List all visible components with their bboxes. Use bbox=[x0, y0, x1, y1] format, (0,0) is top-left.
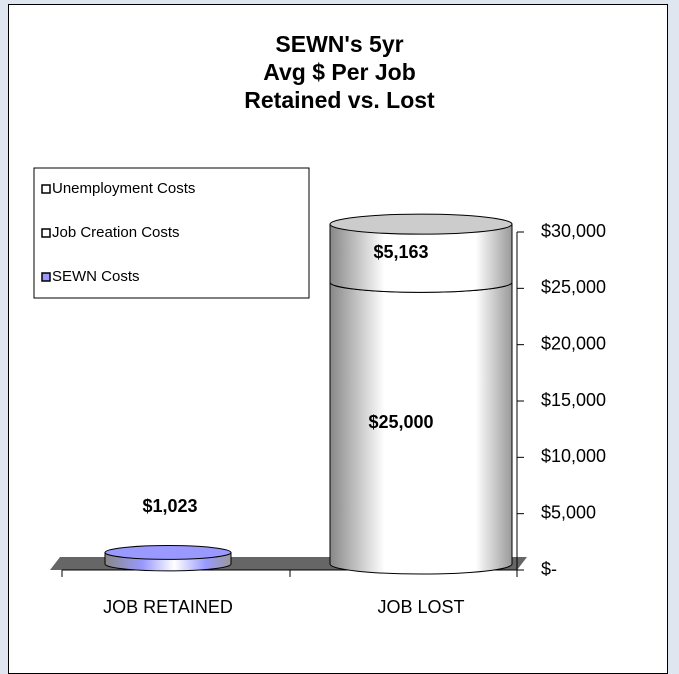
y-tick-label: $5,000 bbox=[541, 502, 596, 522]
legend-label: Job Creation Costs bbox=[52, 224, 180, 241]
data-label: $5,163 bbox=[373, 242, 428, 262]
legend-label: Unemployment Costs bbox=[52, 180, 195, 197]
chart-title: SEWN's 5yr Avg $ Per Job Retained vs. Lo… bbox=[244, 31, 435, 113]
cylinder-body bbox=[329, 281, 513, 575]
y-tick-label: $10,000 bbox=[541, 446, 606, 466]
cylinder-top bbox=[329, 213, 513, 235]
legend-marker bbox=[41, 184, 51, 194]
y-tick-label: $30,000 bbox=[541, 221, 606, 241]
x-tick-label: JOB LOST bbox=[377, 597, 464, 617]
cylinder-top bbox=[104, 545, 232, 560]
data-label: $1,023 bbox=[142, 496, 197, 516]
legend-marker bbox=[41, 272, 51, 282]
cylinder-segment bbox=[104, 545, 232, 572]
y-tick-label: $20,000 bbox=[541, 333, 606, 353]
legend-marker bbox=[41, 228, 51, 238]
legend-label: SEWN Costs bbox=[52, 268, 140, 285]
legend-box bbox=[33, 167, 310, 299]
cylinder-segment bbox=[329, 213, 513, 293]
y-tick-label: $15,000 bbox=[541, 390, 606, 410]
x-tick-label: JOB RETAINED bbox=[103, 597, 233, 617]
data-label: $25,000 bbox=[368, 412, 433, 432]
y-tick-label: $25,000 bbox=[541, 277, 606, 297]
cylinder-body bbox=[329, 223, 513, 293]
y-tick-label: $- bbox=[541, 559, 557, 579]
